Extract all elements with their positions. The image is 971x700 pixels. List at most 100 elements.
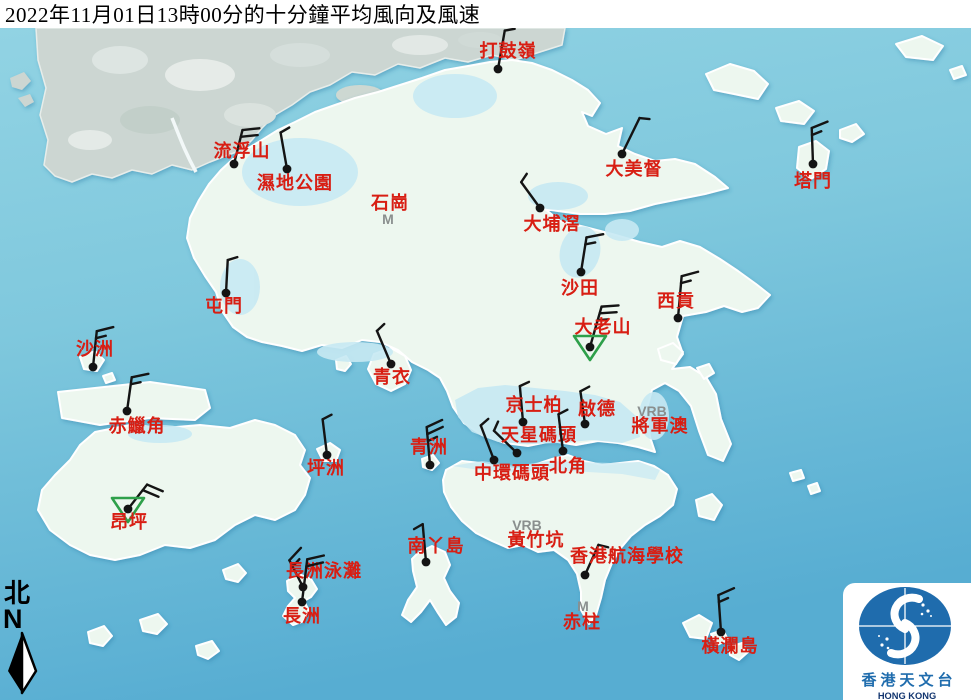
- station-dot: [580, 570, 590, 580]
- po-toi-island: [682, 614, 713, 640]
- wind-barb-half: [291, 557, 301, 568]
- station-label: 塔門: [794, 170, 832, 191]
- station-label: 青衣: [373, 366, 411, 387]
- wind-barb-full: [288, 546, 303, 562]
- station-ngong-ping: 昂坪: [110, 483, 164, 532]
- station-kings-park: 京士柏: [506, 380, 562, 427]
- station-label: 青洲: [410, 437, 448, 457]
- station-dot: [322, 450, 332, 460]
- wind-staff: [519, 180, 542, 210]
- station-label: 長洲: [283, 606, 321, 626]
- wind-staff: [479, 424, 496, 462]
- station-label: 啟德: [578, 398, 616, 419]
- wind-barb-full: [241, 127, 261, 132]
- green-triangle-marker: [110, 496, 146, 524]
- wind-barb-half: [679, 279, 692, 285]
- station-kai-tak: 啟德: [578, 385, 616, 429]
- wind-barb-full: [717, 586, 736, 597]
- station-dot: [576, 267, 586, 277]
- wind-barb-half: [226, 255, 239, 262]
- lamma-island-shape: [401, 545, 460, 626]
- wind-barb-full: [680, 270, 700, 278]
- station-sha-chau: 沙洲: [76, 325, 115, 372]
- station-lau-fau-shan: 流浮山: [214, 127, 270, 169]
- station-label: 中環碼頭: [474, 462, 550, 483]
- shenzhen-urban-texture: [68, 32, 502, 150]
- hko-emblem-icon: [857, 587, 953, 665]
- station-label: 南丫島: [408, 535, 465, 556]
- wind-staff: [321, 418, 329, 457]
- station-dot: [88, 362, 98, 372]
- station-dot: [421, 557, 431, 567]
- wind-staff: [125, 376, 133, 413]
- station-dot: [518, 417, 528, 427]
- station-label: 赤鱲角: [109, 415, 166, 436]
- wind-staff: [375, 329, 393, 366]
- station-dot: [512, 448, 522, 458]
- wind-staff: [583, 543, 600, 577]
- station-label: 長洲泳灘: [286, 560, 362, 581]
- wind-barb-full: [130, 372, 150, 379]
- wind-staff: [557, 413, 565, 453]
- station-dot: [386, 359, 396, 369]
- station-dot: [493, 64, 503, 74]
- station-hk-sea-school: 香港航海學校: [569, 543, 683, 580]
- airport-island: [57, 381, 211, 426]
- station-dot: [122, 406, 132, 416]
- wind-barb-half: [279, 126, 291, 134]
- station-dot: [580, 419, 590, 429]
- compass-label-zh: 北: [4, 579, 31, 608]
- station-sha-tin: 沙田: [561, 232, 605, 298]
- wind-barb-half: [557, 408, 569, 416]
- station-chek-lap-kok: 赤鱲角: [109, 372, 166, 436]
- compass-north-indicator: 北 N: [2, 581, 46, 695]
- wind-barb-full: [810, 120, 829, 130]
- station-label: 沙洲: [76, 339, 114, 359]
- hko-name-en: HONG KONG OBSERVATORY: [877, 691, 937, 700]
- shenzhen-river: [170, 117, 198, 173]
- wind-barb-half: [518, 380, 531, 388]
- station-dot: [558, 446, 568, 456]
- wind-barb-half: [492, 420, 500, 432]
- station-peng-chau: 坪洲: [307, 413, 344, 478]
- station-label: 石崗: [370, 192, 409, 213]
- shenzhen-area: [10, 27, 566, 183]
- lantau-island: [37, 419, 311, 561]
- station-star-ferry-pier: 天星碼頭: [492, 420, 576, 458]
- wind-barb-full: [239, 133, 259, 139]
- station-tap-mun: 塔門: [794, 120, 832, 191]
- station-dot: [673, 313, 683, 323]
- station-tuen-mun: 屯門: [205, 255, 242, 316]
- wind-barb-full: [145, 483, 164, 493]
- station-dot: [617, 149, 627, 159]
- wind-staff: [620, 116, 641, 156]
- flag-vrb: VRB: [512, 517, 542, 533]
- wind-barb-half: [426, 435, 439, 443]
- station-tsing-yi: 青衣: [373, 322, 411, 387]
- wind-staff: [288, 559, 305, 589]
- wind-barb-half: [638, 116, 651, 121]
- station-label: 濕地公園: [257, 172, 333, 193]
- flag-m: M: [382, 211, 394, 227]
- wind-barb-half: [810, 130, 823, 137]
- station-label: 昂坪: [110, 512, 148, 532]
- station-label: 將軍澳: [632, 415, 689, 436]
- wind-staff: [492, 429, 519, 455]
- station-label: 大老山: [575, 316, 632, 337]
- sha-chau-islet: [79, 350, 105, 372]
- north-arrow-icon: [8, 631, 38, 695]
- station-label: 橫瀾島: [702, 635, 759, 656]
- station-ta-kwu-ling: 打鼓嶺: [480, 27, 536, 74]
- station-tai-mei-tuk: 大美督: [606, 116, 662, 179]
- flag-m: M: [577, 598, 589, 614]
- station-label: 西貢: [657, 291, 695, 311]
- station-stanley: M赤柱: [563, 598, 600, 632]
- station-dot: [229, 159, 239, 169]
- wind-barb-half: [503, 27, 516, 32]
- wind-barb-full: [426, 425, 444, 436]
- station-label: 北角: [549, 455, 587, 476]
- wind-staff: [579, 390, 587, 426]
